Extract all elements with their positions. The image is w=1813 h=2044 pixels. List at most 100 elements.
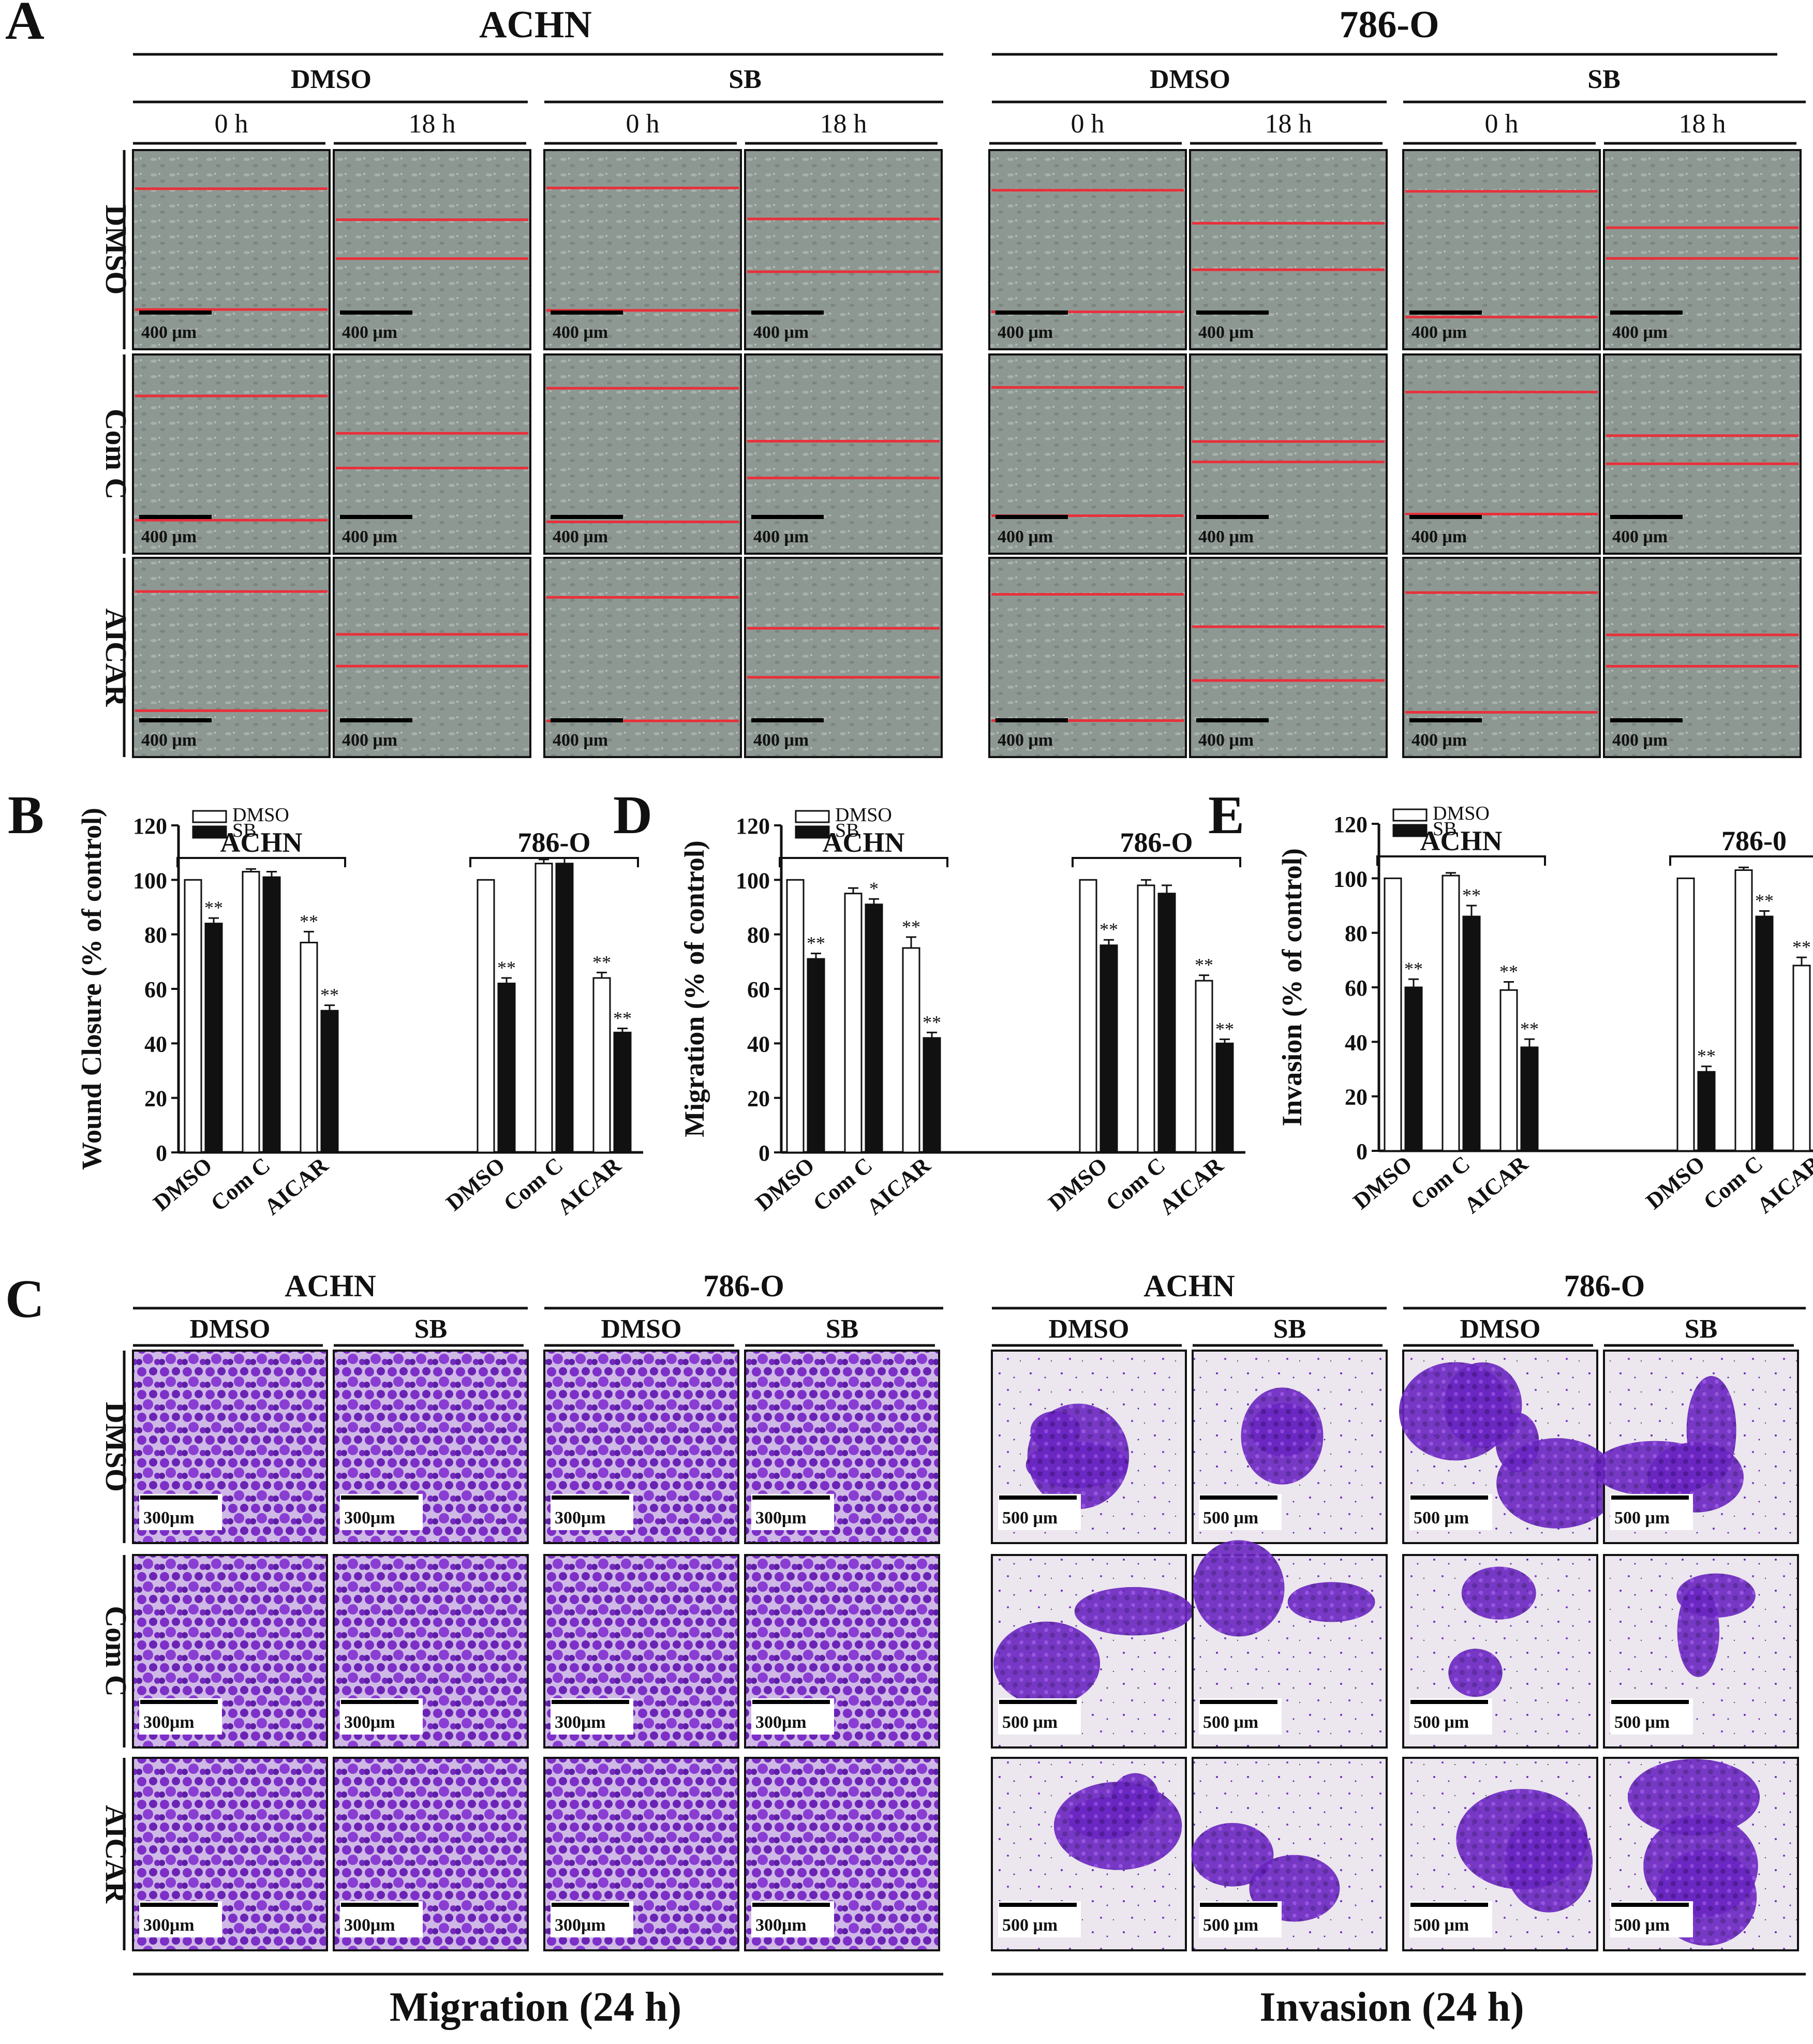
scale-label-box	[551, 1901, 633, 1937]
x-tick-label: AICAR	[1752, 1150, 1813, 1218]
y-tick-label: 40	[747, 1031, 770, 1057]
invasion-micrograph: 500 μm	[1192, 1350, 1388, 1544]
scale-bar-label: 400 μm	[553, 527, 608, 546]
panel-a-timepoint-label: 18 h	[409, 109, 456, 139]
group-bracket	[1376, 855, 1546, 866]
invasion-micrograph: 500 μm	[1402, 1554, 1598, 1749]
y-tick-label: 40	[144, 1031, 167, 1057]
migration-micrograph: 300μm	[333, 1757, 529, 1951]
scale-bar-label: 400 μm	[553, 731, 608, 750]
scale-bar-label: 500 μm	[1203, 1713, 1258, 1732]
scale-label-box	[751, 1901, 834, 1937]
panel-a-cellline-achn: ACHN	[479, 4, 592, 46]
y-tick-label: 100	[736, 868, 770, 893]
significance-marker: **	[1499, 961, 1518, 982]
group-label: 786-0	[1721, 825, 1787, 856]
scale-bar	[340, 310, 412, 315]
scale-bar	[752, 1495, 830, 1500]
panel-letter-c: C	[5, 1268, 44, 1329]
stained-cell-cluster	[1456, 1789, 1588, 1890]
scale-bar	[551, 515, 623, 519]
panel-a-row-labels: DMSO Com C AICAR	[99, 150, 133, 757]
scale-bar-label: 500 μm	[1614, 1713, 1670, 1732]
scale-bar	[999, 1700, 1077, 1704]
bar-dmso	[242, 871, 260, 1153]
scale-label-box	[1409, 1698, 1492, 1735]
x-tick-label: DMSO	[441, 1152, 510, 1216]
panel-a-row-label: Com C	[99, 409, 133, 500]
scale-bar	[1200, 1903, 1277, 1907]
stained-cell-cluster	[1448, 1649, 1503, 1697]
significance-marker: **	[902, 916, 920, 937]
wound-micrograph: 400 μm	[744, 149, 943, 350]
scale-bar-label: 500 μm	[1203, 1916, 1258, 1935]
scale-label-box	[551, 1698, 633, 1735]
stained-cell-cluster	[1444, 1362, 1522, 1448]
bar-dmso	[184, 879, 202, 1153]
y-axis-label: Migration (% of control)	[679, 840, 710, 1137]
bar-sb	[555, 863, 574, 1153]
legend-swatch-sb	[1392, 824, 1428, 837]
bar-dmso	[477, 879, 495, 1153]
scale-label-box	[1610, 1901, 1693, 1937]
scale-bar-label: 300μm	[344, 1713, 395, 1732]
scale-bar-label: 300μm	[344, 1916, 395, 1935]
migration-micrograph: 300μm	[333, 1554, 529, 1749]
scale-bar	[552, 1903, 629, 1907]
scale-bar	[1200, 1700, 1277, 1704]
bar-sb	[320, 1010, 339, 1153]
scale-label-box	[139, 1494, 222, 1530]
migration-micrograph: 300μm	[132, 1350, 328, 1544]
wound-micrograph: 400 μm	[988, 353, 1187, 555]
stained-cell-cluster	[1287, 1582, 1375, 1622]
panel-c-cellline-label: 786-O	[703, 1269, 784, 1303]
y-tick-label: 20	[747, 1086, 770, 1112]
scale-bar	[1409, 718, 1482, 722]
stained-cell-cluster	[1193, 1540, 1285, 1637]
bar-dmso	[1676, 877, 1695, 1152]
panel-letter-d: D	[613, 784, 652, 845]
chart-b: 0 20 40 60 80 100 120 Wound Closure (% of contr…	[76, 804, 643, 1220]
scale-bar-label: 300μm	[755, 1713, 807, 1732]
micrograph-frame	[543, 557, 742, 758]
scale-bar-label: 300μm	[143, 1916, 195, 1935]
scale-label-box	[340, 1494, 423, 1530]
bar-sb	[1755, 915, 1774, 1152]
x-tick-label: DMSO	[1044, 1152, 1112, 1216]
bar-sb	[204, 923, 223, 1153]
panel-a-timepoint-label: 18 h	[1679, 109, 1726, 139]
wound-micrograph: 400 μm	[333, 353, 531, 555]
significance-marker: **	[1520, 1018, 1539, 1039]
scale-bar	[140, 1700, 218, 1704]
legend-swatch-dmso	[192, 810, 227, 823]
panel-c-row-labels: DMSO Com C AICAR	[99, 1351, 133, 1950]
significance-marker: **	[204, 897, 223, 918]
bar-dmso	[1384, 877, 1402, 1152]
legend-label: SB	[232, 820, 256, 841]
scale-bar	[552, 1700, 629, 1704]
invasion-micrograph: 500 μm	[1603, 1554, 1799, 1749]
wound-micrograph: 400 μm	[1402, 149, 1601, 350]
y-tick-label: 20	[144, 1086, 167, 1112]
micrograph-frame	[1402, 557, 1601, 758]
panel-c-treatment-label: SB	[826, 1314, 859, 1344]
panel-c-treatment-label: SB	[414, 1314, 448, 1344]
stained-cell-cluster	[1461, 1566, 1536, 1620]
panel-c-treatment-label: DMSO	[190, 1314, 271, 1344]
bar-dmso	[1734, 869, 1753, 1152]
scale-bar	[1610, 515, 1683, 519]
scale-bar-label: 400 μm	[1198, 731, 1254, 750]
scale-label-box	[1610, 1698, 1693, 1735]
migration-micrograph: 300μm	[132, 1757, 328, 1951]
scale-bar	[1410, 1903, 1488, 1907]
bar-sb	[923, 1037, 941, 1153]
scale-bar-label: 300μm	[143, 1713, 195, 1732]
bar-sb	[865, 903, 883, 1153]
panel-a-timepoint-label: 18 h	[1265, 109, 1312, 139]
micrograph-frame	[132, 557, 331, 758]
scale-bar-label: 400 μm	[1411, 527, 1467, 546]
scale-label-box	[340, 1901, 423, 1937]
scale-label-box	[139, 1698, 222, 1735]
scale-bar	[340, 718, 412, 722]
